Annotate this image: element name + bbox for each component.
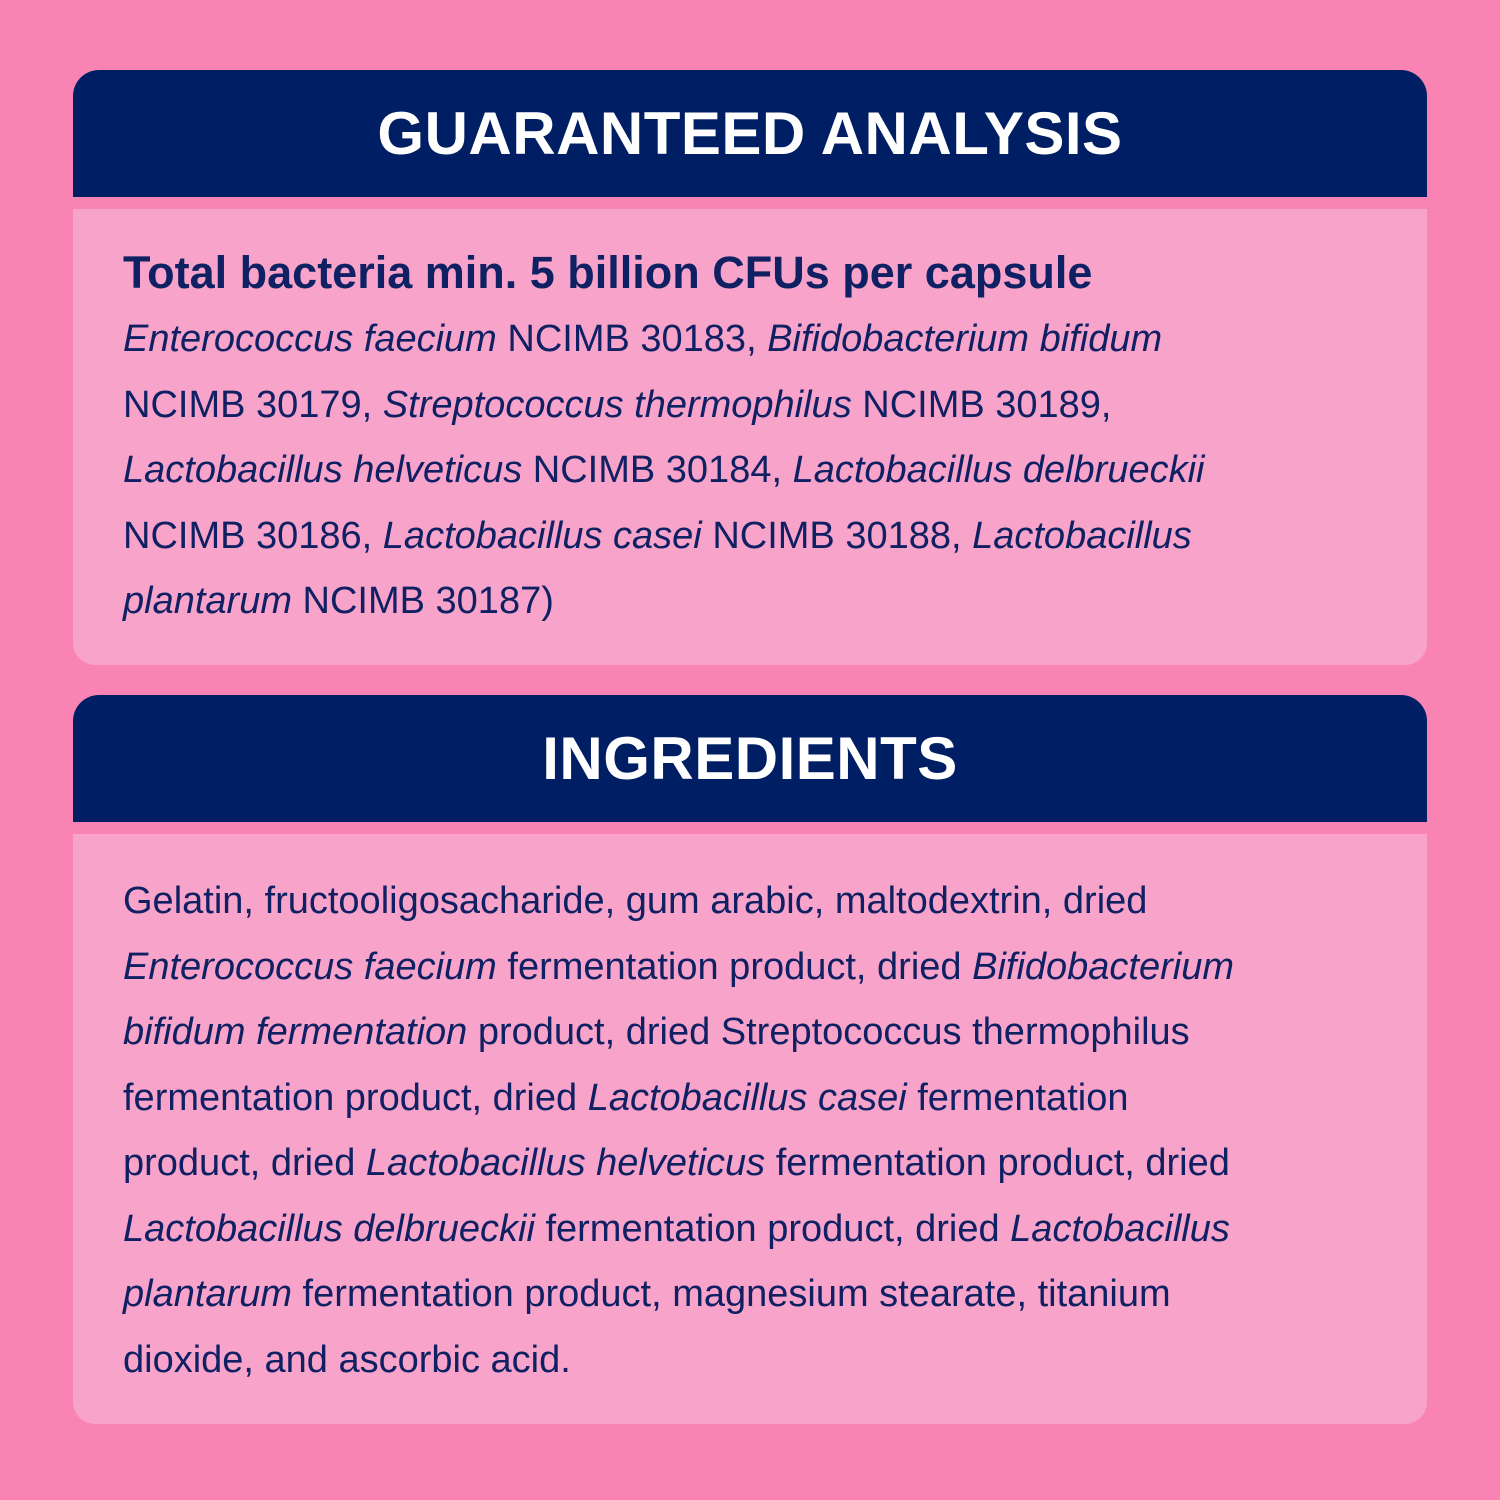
text-segment: NCIMB 30189, xyxy=(851,383,1112,426)
species-name: Lactobacillus helveticus xyxy=(365,1142,766,1184)
text-line: bifidum fermentation product, dried Stre… xyxy=(123,1000,1427,1066)
species-name: Bifidobacterium bifidum xyxy=(767,318,1163,360)
species-name: Lactobacillus xyxy=(972,514,1192,557)
text-line: Lactobacillus delbrueckii fermentation p… xyxy=(123,1197,1427,1263)
ingredient-list: Gelatin, fructooligosacharide, gum arabi… xyxy=(123,869,1427,1393)
text-line: Enterococcus faecium NCIMB 30183, Bifido… xyxy=(123,307,1427,373)
text-line: plantarum NCIMB 30187) xyxy=(123,569,1427,635)
text-segment: fermentation xyxy=(906,1076,1129,1119)
text-segment: fermentation product, dried xyxy=(534,1207,1011,1250)
species-name: plantarum xyxy=(123,1273,292,1315)
strain-list: Enterococcus faecium NCIMB 30183, Bifido… xyxy=(123,307,1427,635)
species-name: Bifidobacterium xyxy=(972,945,1235,988)
text-segment: NCIMB 30183, xyxy=(496,318,768,360)
text-segment: fermentation product, dried xyxy=(496,945,973,988)
text-line: NCIMB 30179, Streptococcus thermophilus … xyxy=(123,373,1427,439)
species-name: Lactobacillus xyxy=(1010,1207,1230,1250)
ingredients-header: INGREDIENTS xyxy=(73,695,1427,822)
bacteria-count-title: Total bacteria min. 5 billion CFUs per c… xyxy=(123,247,1093,298)
species-name: Enterococcus faecium xyxy=(123,318,497,360)
text-segment: Gelatin, fructooligosacharide, gum arabi… xyxy=(123,880,1148,922)
section-heading: GUARANTEED ANALYSIS xyxy=(377,100,1123,167)
text-segment: NCIMB 30184, xyxy=(522,449,793,491)
species-name: Enterococcus faecium xyxy=(123,945,497,988)
species-name: Lactobacillus casei xyxy=(382,514,702,557)
text-segment: fermentation product, magnesium stearate… xyxy=(291,1273,1171,1315)
species-name: Lactobacillus delbrueckii xyxy=(792,449,1205,491)
text-line: Enterococcus faecium fermentation produc… xyxy=(123,935,1427,1001)
text-segment: NCIMB 30186, xyxy=(123,514,383,557)
text-line: plantarum fermentation product, magnesiu… xyxy=(123,1262,1427,1328)
text-line: Lactobacillus helveticus NCIMB 30184, La… xyxy=(123,438,1427,504)
text-segment: dioxide, and ascorbic acid. xyxy=(123,1338,571,1381)
text-line: dioxide, and ascorbic acid. xyxy=(123,1328,1427,1394)
text-line: NCIMB 30186, Lactobacillus casei NCIMB 3… xyxy=(123,504,1427,570)
text-segment: NCIMB 30179, xyxy=(123,383,383,426)
species-name: Lactobacillus helveticus xyxy=(123,449,523,491)
text-line: fermentation product, dried Lactobacillu… xyxy=(123,1066,1427,1132)
species-name: Lactobacillus casei xyxy=(587,1076,907,1119)
text-segment: product, dried Streptococcus thermophilu… xyxy=(467,1011,1190,1053)
ingredients-panel: Gelatin, fructooligosacharide, gum arabi… xyxy=(73,834,1427,1424)
species-name: Lactobacillus delbrueckii xyxy=(123,1207,535,1250)
species-name: bifidum fermentation xyxy=(123,1011,468,1053)
species-name: plantarum xyxy=(123,580,292,622)
text-segment: NCIMB 30187) xyxy=(291,580,554,622)
guaranteed-analysis-header: GUARANTEED ANALYSIS xyxy=(73,70,1427,197)
text-segment: fermentation product, dried xyxy=(765,1142,1230,1184)
text-segment: NCIMB 30188, xyxy=(701,514,973,557)
text-segment: product, dried xyxy=(123,1142,366,1184)
text-line: Gelatin, fructooligosacharide, gum arabi… xyxy=(123,869,1427,935)
species-name: Streptococcus thermophilus xyxy=(382,383,852,426)
section-heading: INGREDIENTS xyxy=(542,725,958,792)
text-line: product, dried Lactobacillus helveticus … xyxy=(123,1131,1427,1197)
text-segment: fermentation product, dried xyxy=(123,1076,588,1119)
guaranteed-analysis-panel: Total bacteria min. 5 billion CFUs per c… xyxy=(73,209,1427,665)
